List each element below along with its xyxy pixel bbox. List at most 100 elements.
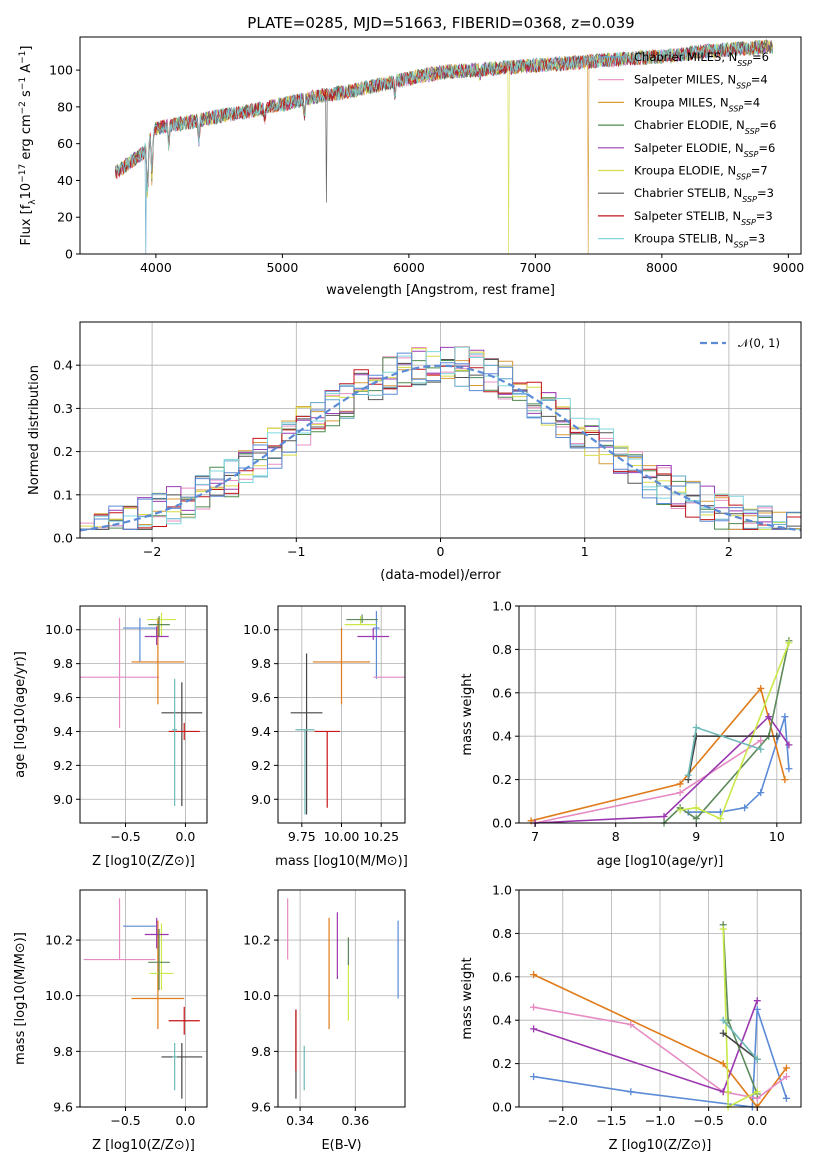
legend-label-count: =4: [743, 95, 760, 109]
weight-marker: [781, 713, 789, 721]
x-tick-label: 7: [531, 829, 539, 844]
spectrum-series: [115, 40, 764, 187]
y-axis-label: mass weight: [460, 673, 475, 755]
weight-marker: [627, 1088, 635, 1096]
x-tick-label: 10.00: [324, 829, 360, 844]
x-tick-label: 9: [692, 829, 700, 844]
weight-marker: [684, 771, 692, 779]
weight-marker: [782, 1064, 790, 1072]
x-axis-label: Z [log10(Z/Z⊙)]: [92, 854, 195, 869]
weight-line: [722, 924, 758, 1095]
weight-marker: [692, 815, 700, 823]
weight-line: [722, 1019, 758, 1060]
y-axis-label-part: s: [19, 90, 34, 101]
y-axis-label: Flux [fλ10−17 erg cm−2 s−1 A−1]: [18, 46, 38, 246]
hist-series: [80, 346, 801, 530]
x-tick-label: 8000: [646, 260, 678, 275]
y-tick-label: 1.0: [492, 599, 512, 614]
y-axis-label: mass weight: [460, 957, 475, 1039]
legend-label: Kroupa MILES, NSSP=4: [634, 95, 760, 113]
axes-frame: [79, 36, 802, 255]
y-axis-label: Normed distribution: [27, 365, 42, 495]
legend-label: Chabrier STELIB, NSSP=3: [634, 186, 774, 204]
legend-label-sub: SSP: [737, 59, 752, 68]
weight-marker: [785, 639, 793, 647]
y-tick-label: 10.0: [243, 988, 271, 1003]
legend-label: Salpeter MILES, NSSP=4: [634, 73, 768, 91]
y-tick-label: 0.2: [492, 1056, 512, 1071]
legend-label: 𝒩(0, 1): [738, 336, 780, 350]
y-tick-label: 100: [49, 63, 73, 78]
x-axis-label: mass [log10(M/M⊙)]: [275, 854, 408, 869]
y-axis-label-sup: −1: [18, 77, 28, 90]
weight-marker: [716, 815, 724, 823]
spectrum-lines: [115, 38, 774, 254]
weight-marker: [757, 737, 765, 745]
y-tick-label: 9.8: [251, 656, 271, 671]
x-tick-label: 10: [769, 829, 785, 844]
weight-line: [530, 686, 786, 822]
weight-marker: [785, 765, 793, 773]
legend-label-count: =6: [752, 50, 769, 64]
hist-series: [80, 352, 801, 530]
x-tick-label: −1.5: [596, 1113, 626, 1128]
y-tick-label: 0.6: [492, 685, 512, 700]
weight-marker: [765, 713, 773, 721]
y-tick-label: 0.2: [492, 772, 512, 787]
y-axis-label-part: erg cm: [19, 114, 34, 163]
x-tick-label: 0.0: [175, 1113, 195, 1128]
spectrum-panel: 4000 5000 6000 7000 8000 9000 0 20 40 60 80 100 wave…: [18, 36, 804, 298]
x-tick-label: −1: [287, 544, 305, 559]
y-tick-label: 9.4: [251, 724, 271, 739]
spectrum-legend: Chabrier MILES, NSSP=6 Salpeter MILES, NS…: [598, 50, 776, 249]
weight-line: [533, 1000, 758, 1093]
x-tick-label: 9000: [772, 260, 804, 275]
legend-label-sub: SSP: [736, 81, 751, 90]
y-axis-label-sub: λ: [28, 199, 38, 205]
x-tick-label: −1.0: [645, 1113, 675, 1128]
axes-frame: [518, 605, 802, 824]
y-tick-label: 80: [57, 99, 73, 114]
x-tick-label: 0.0: [747, 1113, 767, 1128]
legend-label-count: =4: [751, 73, 768, 87]
weight-marker: [757, 745, 765, 753]
figure-title: PLATE=0285, MJD=51663, FIBERID=0368, z=0…: [247, 14, 634, 32]
y-tick-label: 0.4: [53, 358, 73, 373]
x-tick-label: 6000: [393, 260, 425, 275]
weight-line: [663, 640, 790, 824]
legend-label: Chabrier ELODIE, NSSP=6: [634, 118, 776, 136]
y-tick-label: 0.0: [492, 1100, 512, 1115]
y-tick-label: 0.4: [492, 1013, 512, 1028]
weight-marker: [785, 741, 793, 749]
legend-label-count: =7: [751, 164, 768, 178]
x-tick-label: 8: [612, 829, 620, 844]
y-tick-label: 0.0: [492, 816, 512, 831]
x-tick-label: 0.0: [175, 829, 195, 844]
weight-marker: [676, 780, 684, 788]
residual-panel: −2 −1 0 1 2 0.0 0.1 0.2 0.3 0.4 (data-model)/error…: [27, 321, 802, 583]
y-tick-label: 20: [57, 210, 73, 225]
weight-marker: [530, 1025, 538, 1033]
x-axis-label: (data-model)/error: [380, 568, 501, 583]
legend-label-sub: SSP: [744, 149, 759, 158]
weight-line: [679, 642, 790, 820]
y-tick-label: 10.2: [45, 933, 73, 948]
legend-label-count: =6: [758, 141, 775, 155]
y-tick-label: 10.0: [45, 988, 73, 1003]
weight-marker: [741, 804, 749, 812]
x-tick-label: 10.25: [363, 829, 399, 844]
weight-marker: [627, 1021, 635, 1029]
weight-marker: [757, 684, 765, 692]
legend-label: Salpeter ELODIE, NSSP=6: [634, 141, 775, 159]
x-axis-label: Z [log10(Z/Z⊙)]: [92, 1138, 195, 1153]
y-tick-label: 9.4: [53, 724, 73, 739]
x-tick-label: 2: [725, 544, 733, 559]
y-tick-label: 9.8: [251, 1044, 271, 1059]
weight-marker: [692, 724, 700, 732]
weight-marker: [781, 776, 789, 784]
weight-marker: [692, 732, 700, 740]
weight-marker: [773, 732, 781, 740]
legend-label-sub: SSP: [736, 172, 751, 181]
weight-marker: [753, 1088, 761, 1096]
weight-marker: [753, 997, 761, 1005]
